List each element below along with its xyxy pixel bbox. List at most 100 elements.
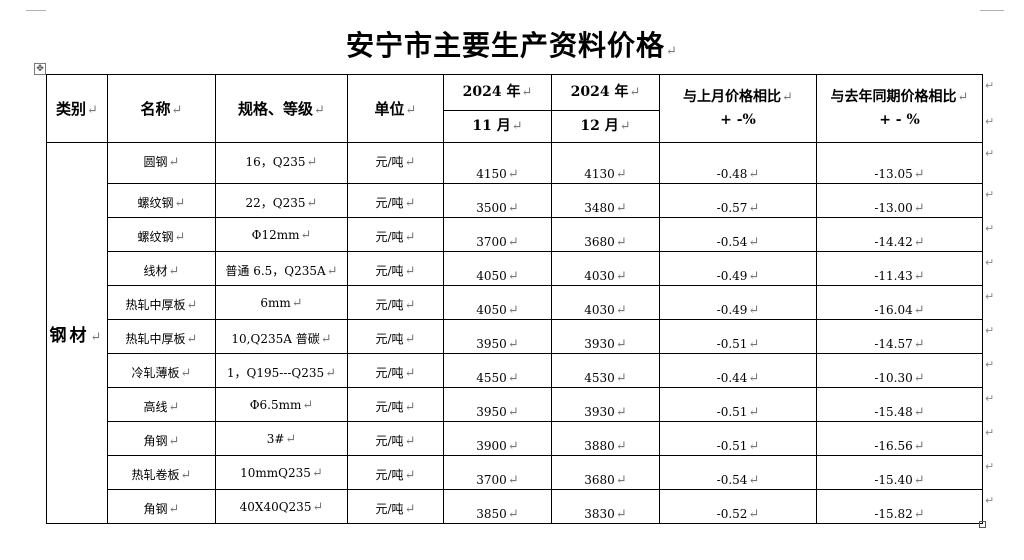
cell-unit: 元/吨↵ [347,285,444,320]
cell-name: 热轧中厚板↵ [107,319,216,354]
table-row: 螺纹钢↵ Φ12mm↵ 元/吨↵ 3700↵ 3680↵ -0.54↵ -14.42↵ [47,217,983,252]
page-corner-mark-left [26,10,46,13]
cell-unit: 元/吨↵ [347,319,444,354]
cell-mom: -0.52↵ [659,489,817,524]
cell-name: 螺纹钢↵ [107,217,216,252]
row-end-mark: ↵ [985,323,995,337]
cell-dec: 4130↵ [551,142,660,184]
header-month1-month: 11 月↵ [443,110,552,143]
row-end-mark: ↵ [985,289,995,303]
row-end-mark: ↵ [985,459,995,473]
cell-unit: 元/吨↵ [347,489,444,524]
cell-spec: 6mm↵ [215,285,348,320]
header-month2-year: 2024 年↵ [551,74,660,111]
cell-nov: 3700↵ [443,217,552,252]
row-end-mark: ↵ [985,187,995,201]
cell-nov: 3700↵ [443,455,552,490]
cell-nov: 4150↵ [443,142,552,184]
cell-name: 角钢↵ [107,489,216,524]
cell-mom: -0.57↵ [659,183,817,218]
cell-mom: -0.44↵ [659,353,817,388]
price-table: 类别↵ 名称↵ 规格、等级↵ 单位↵ 2024 年↵ 2024 年↵ 与上月价格… [46,74,983,524]
cell-dec: 3880↵ [551,421,660,456]
cell-name: 高线↵ [107,387,216,422]
table-row: 螺纹钢↵ 22，Q235↵ 元/吨↵ 3500↵ 3480↵ -0.57↵ -13.00↵ [47,183,983,218]
cell-nov: 3850↵ [443,489,552,524]
cell-yoy: -14.42↵ [816,217,983,252]
header-spec: 规格、等级↵ [215,74,348,143]
cell-yoy: -15.82↵ [816,489,983,524]
cell-nov: 4550↵ [443,353,552,388]
cell-dec: 3480↵ [551,183,660,218]
cell-name: 热轧中厚板↵ [107,285,216,320]
cell-spec: 3#↵ [215,421,348,456]
table-row: 角钢↵ 40X40Q235↵ 元/吨↵ 3850↵ 3830↵ -0.52↵ -15.82↵ [47,489,983,524]
table-resize-handle[interactable] [979,521,986,528]
cell-yoy: -15.48↵ [816,387,983,422]
cell-spec: Φ12mm↵ [215,217,348,252]
row-end-mark: ↵ [985,221,995,235]
cell-name: 角钢↵ [107,421,216,456]
row-end-mark: ↵ [985,114,995,128]
document-title: 安宁市主要生产资料价格↵ [346,29,678,62]
table-row: 冷轧薄板↵ 1，Q195---Q235↵ 元/吨↵ 4550↵ 4530↵ -0.44↵ -… [47,353,983,388]
cell-mom: -0.48↵ [659,142,817,184]
cell-yoy: -14.57↵ [816,319,983,354]
cell-unit: 元/吨↵ [347,217,444,252]
cell-name: 热轧卷板↵ [107,455,216,490]
header-unit: 单位↵ [347,74,444,143]
table-row: 角钢↵ 3#↵ 元/吨↵ 3900↵ 3880↵ -0.51↵ -16.56↵ [47,421,983,456]
header-category: 类别↵ [46,74,108,143]
cell-dec: 3680↵ [551,455,660,490]
cell-unit: 元/吨↵ [347,183,444,218]
cell-nov: 3950↵ [443,387,552,422]
cell-dec: 4530↵ [551,353,660,388]
row-end-mark: ↵ [985,255,995,269]
row-end-mark: ↵ [985,493,995,507]
move-handle-icon[interactable]: ✥ [34,63,46,75]
cell-spec: 10mmQ235↵ [215,455,348,490]
table-row: 钢材↵ 圆钢↵ 16，Q235↵ 元/吨↵ 4150↵ 4130↵ -0.48↵ -13.05… [46,142,983,524]
page-corner-mark-right [980,10,1004,13]
cell-unit: 元/吨↵ [347,142,444,184]
cell-nov: 3900↵ [443,421,552,456]
header-mom: 与上月价格相比↵ + -% [659,74,817,143]
cell-dec: 4030↵ [551,251,660,286]
cell-mom: -0.49↵ [659,285,817,320]
table-row: 热轧中厚板↵ 10,Q235A 普碳↵ 元/吨↵ 3950↵ 3930↵ -0.51↵ -1… [47,319,983,354]
header-month1-year: 2024 年↵ [443,74,552,111]
table-row: 热轧卷板↵ 10mmQ235↵ 元/吨↵ 3700↵ 3680↵ -0.54↵ -15.40… [47,455,983,490]
cell-mom: -0.51↵ [659,319,817,354]
cell-mom: -0.49↵ [659,251,817,286]
cell-spec: 10,Q235A 普碳↵ [215,319,348,354]
cell-spec: Φ6.5mm↵ [215,387,348,422]
cell-name: 线材↵ [107,251,216,286]
cell-mom: -0.54↵ [659,455,817,490]
row-end-mark: ↵ [985,78,995,92]
cell-spec: 22，Q235↵ [215,183,348,218]
cell-yoy: -11.43↵ [816,251,983,286]
category-cell: 钢材↵ [46,142,108,524]
cell-unit: 元/吨↵ [347,387,444,422]
header-yoy: 与去年同期价格相比↵ + - % [816,74,983,143]
cell-spec: 16，Q235↵ [215,142,348,184]
cell-mom: -0.54↵ [659,217,817,252]
cell-unit: 元/吨↵ [347,251,444,286]
table-row: 高线↵ Φ6.5mm↵ 元/吨↵ 3950↵ 3930↵ -0.51↵ -15.48↵ [47,387,983,422]
cell-dec: 3930↵ [551,387,660,422]
cell-spec: 40X40Q235↵ [215,489,348,524]
cell-yoy: -13.00↵ [816,183,983,218]
header-month2-month: 12 月↵ [551,110,660,143]
cell-mom: -0.51↵ [659,421,817,456]
cell-spec: 普通 6.5，Q235A↵ [215,251,348,286]
cell-nov: 3950↵ [443,319,552,354]
row-end-mark: ↵ [985,146,995,160]
cell-name: 螺纹钢↵ [107,183,216,218]
cell-yoy: -16.04↵ [816,285,983,320]
cell-mom: -0.51↵ [659,387,817,422]
cell-nov: 3500↵ [443,183,552,218]
cell-dec: 3680↵ [551,217,660,252]
cell-nov: 4050↵ [443,251,552,286]
cell-unit: 元/吨↵ [347,421,444,456]
cell-yoy: -13.05↵ [816,142,983,184]
